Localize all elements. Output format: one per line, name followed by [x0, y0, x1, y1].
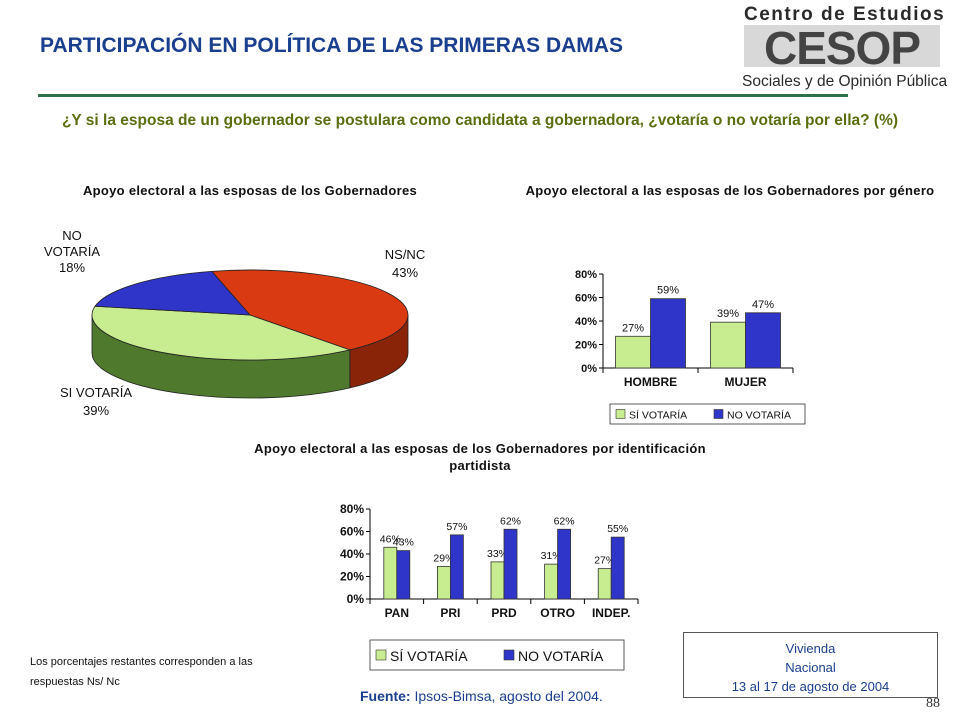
- header-divider: [38, 94, 848, 97]
- bar-si-prd: [490, 561, 505, 600]
- pie-slice-nsnc: [210, 269, 409, 351]
- page-number: 88: [926, 696, 940, 711]
- y-tick-label: 60%: [340, 525, 364, 539]
- category-label: PAN: [385, 606, 409, 620]
- survey-question: ¿Y si la esposa de un gobernador se post…: [61, 112, 899, 129]
- bar-no-hombre: [650, 298, 686, 369]
- data-label: 55%: [607, 523, 628, 535]
- data-label: 27%: [622, 322, 644, 334]
- cesop-logo: Centro de Estudios CESOP Sociales y de O…: [742, 4, 947, 90]
- legend-box: [369, 639, 625, 671]
- pie-chart-title: Apoyo electoral a las esposas de los Gob…: [82, 183, 418, 198]
- category-label: INDEP.: [592, 606, 630, 620]
- y-tick-label: 80%: [340, 502, 364, 516]
- bar-no-otro: [557, 528, 572, 600]
- logo-line1: Centro de Estudios: [744, 4, 945, 25]
- y-tick-label: 20%: [575, 340, 597, 352]
- legend-swatch-no: [713, 409, 724, 419]
- survey-info-box: Vivienda Nacional 13 al 17 de agosto de …: [683, 632, 938, 698]
- y-tick-label: 40%: [575, 316, 597, 328]
- pie-value-nsnc: 43%: [392, 265, 418, 280]
- data-label: 31%: [541, 550, 562, 562]
- bar-si-otro: [544, 563, 559, 600]
- legend-label-si: SÍ VOTARÍA: [629, 408, 687, 421]
- logo-acronym: CESOP: [764, 22, 920, 74]
- pie-label-no-1: NO: [62, 228, 82, 243]
- bar-si-indep: [597, 568, 612, 600]
- source-label: Fuente:: [360, 688, 411, 704]
- data-label: 62%: [554, 515, 575, 527]
- gender-chart-title: Apoyo electoral a las esposas de los Gob…: [525, 183, 935, 198]
- party-chart-title: Apoyo electoral a las esposas de los Gob…: [254, 441, 706, 473]
- legend-label-no: NO VOTARÍA: [518, 648, 604, 664]
- bar-no-prd: [503, 528, 518, 600]
- info-line-3: 13 al 17 de agosto de 2004: [731, 679, 890, 694]
- category-label: PRI: [440, 606, 460, 620]
- legend-swatch-no: [503, 649, 515, 661]
- y-tick-label: 20%: [340, 570, 364, 584]
- category-label: MUJER: [724, 375, 766, 389]
- data-label: 62%: [500, 515, 521, 527]
- bar-si-hombre: [615, 335, 651, 369]
- data-label: 39%: [717, 308, 739, 320]
- footnote: Los porcentajes restantes corresponden a…: [30, 656, 253, 688]
- data-label: 43%: [393, 537, 414, 549]
- legend-label-si: SÍ VOTARÍA: [390, 648, 468, 664]
- legend-label-no: NO VOTARÍA: [727, 408, 791, 421]
- page-title: PARTICIPACIÓN EN POLÍTICA DE LAS PRIMERA…: [40, 34, 623, 57]
- pie-slice-no: [94, 270, 251, 316]
- bar-no-pri: [450, 534, 464, 600]
- legend-swatch-si: [375, 649, 387, 661]
- bar-si-mujer: [710, 321, 746, 369]
- logo-line2: Sociales y de Opinión Pública: [742, 73, 947, 90]
- data-label: 33%: [487, 548, 508, 560]
- y-tick-label: 0%: [581, 363, 597, 375]
- y-tick-label: 40%: [340, 547, 364, 561]
- bar-no-indep: [610, 536, 625, 600]
- data-label: 59%: [657, 285, 679, 297]
- category-label: OTRO: [540, 606, 575, 620]
- data-label: 29%: [433, 552, 454, 564]
- party-bar-chart: 0% 20% 40% 60% 80% 46%43% PAN 29% 57% PRI 33% 62% PR…: [340, 502, 639, 671]
- gender-bar-chart: 0% 20% 40% 60% 80% 27% 59% HOMBRE 39% 47% MUJER SÍ …: [575, 269, 806, 425]
- y-tick-label: 0%: [347, 592, 365, 606]
- bar-si-pri: [437, 565, 451, 600]
- bar-no-mujer: [745, 312, 781, 369]
- pie-chart: NS/NC 43% SI VOTARÍA 39% NO VOTARÍA 18%: [44, 228, 425, 418]
- pie-label-no-2: VOTARÍA: [44, 244, 100, 259]
- info-line-2: Nacional: [785, 660, 836, 675]
- source-text: Ipsos-Bimsa, agosto del 2004.: [414, 688, 603, 704]
- data-label: 27%: [594, 555, 615, 567]
- pie-value-no: 18%: [59, 260, 85, 275]
- data-label: 47%: [752, 299, 774, 311]
- source-line: Fuente: Ipsos-Bimsa, agosto del 2004.: [360, 688, 603, 704]
- pie-label-nsnc: NS/NC: [385, 247, 425, 262]
- data-label: 46%: [380, 533, 401, 545]
- bar-no-pan: [396, 550, 411, 600]
- pie-slice-si: [91, 305, 352, 361]
- pie-value-si: 39%: [83, 403, 109, 418]
- pie-label-si: SI VOTARÍA: [60, 385, 132, 400]
- category-label: HOMBRE: [624, 375, 677, 389]
- y-tick-label: 80%: [575, 269, 597, 281]
- legend-box: [609, 403, 806, 425]
- info-line-1: Vivienda: [785, 641, 836, 656]
- bar-si-pan: [383, 546, 398, 600]
- category-label: PRD: [491, 606, 517, 620]
- data-label: 57%: [446, 521, 467, 533]
- legend-swatch-si: [615, 409, 626, 419]
- y-tick-label: 60%: [575, 293, 597, 305]
